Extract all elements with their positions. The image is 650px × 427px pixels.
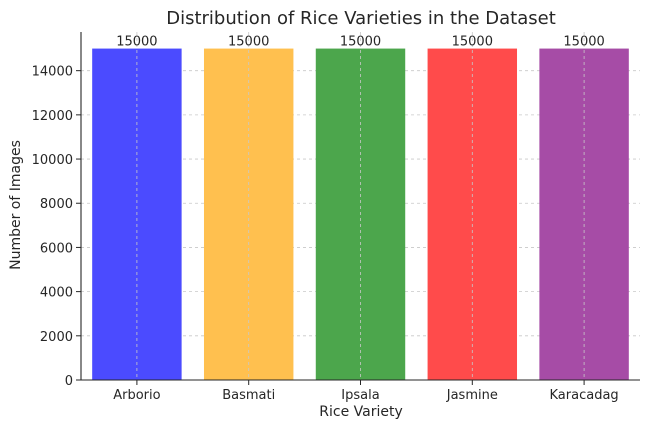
bar-value-label: 15000	[452, 35, 493, 50]
bar-value-label: 15000	[116, 35, 157, 50]
y-axis-label: Number of Images	[8, 140, 24, 270]
axes-layer	[76, 32, 640, 385]
y-tick-label: 10000	[32, 153, 73, 168]
x-tick-label: Karacadag	[550, 388, 619, 403]
chart-title: Distribution of Rice Varieties in the Da…	[166, 8, 556, 29]
y-tick-label: 14000	[32, 65, 73, 80]
bar-value-label: 15000	[228, 35, 269, 50]
x-tick-label: Ipsala	[341, 388, 379, 403]
y-tick-label: 8000	[40, 197, 73, 212]
y-tick-label: 2000	[40, 330, 73, 345]
y-tick-label: 4000	[40, 286, 73, 301]
bar-value-label: 15000	[340, 35, 381, 50]
y-tick-label: 6000	[40, 241, 73, 256]
x-tick-label: Arborio	[113, 388, 160, 403]
x-tick-label: Basmati	[222, 388, 275, 403]
bar-value-label: 15000	[563, 35, 604, 50]
y-tick-label: 12000	[32, 109, 73, 124]
x-tick-label: Jasmine	[446, 388, 498, 403]
x-axis-label: Rice Variety	[319, 404, 402, 420]
y-tick-label: 0	[65, 374, 73, 389]
labels-layer: 0 2000 4000 6000 8000 10000 12000 14000 Arborio 1…	[32, 32, 619, 403]
